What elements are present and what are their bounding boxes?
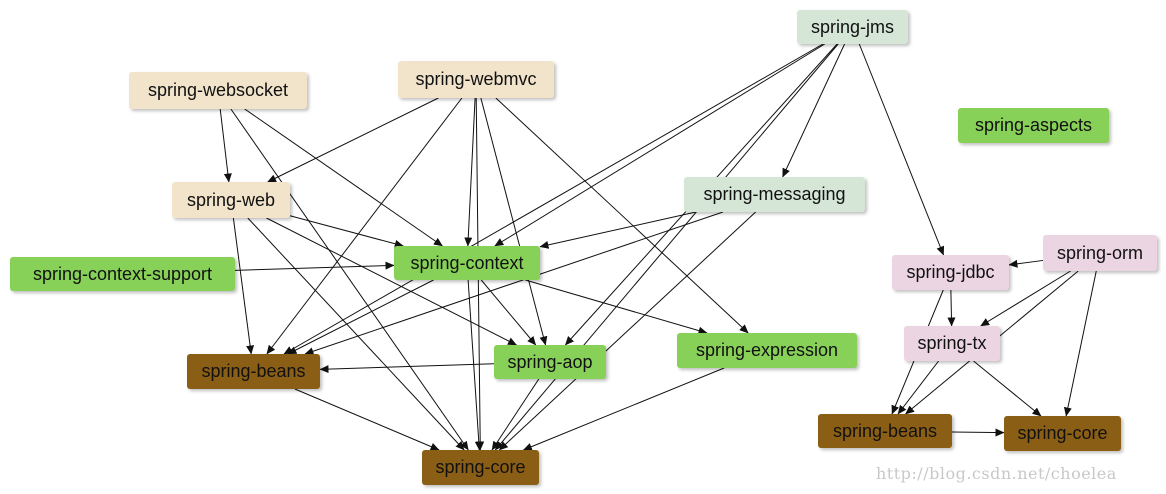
node-spring-websocket: spring-websocket <box>129 72 307 109</box>
edge-context-to-beans <box>287 279 434 355</box>
node-spring-context: spring-context <box>394 246 540 280</box>
edge-websocket-to-web <box>219 108 232 183</box>
node-spring-jms: spring-jms <box>797 10 908 44</box>
edge-aop-to-core <box>491 378 540 451</box>
edge-webmvc-to-web <box>267 97 439 183</box>
node-spring-core: spring-core <box>422 450 539 485</box>
edge-context-support-to-context <box>234 261 395 271</box>
edge-expression-to-core <box>522 367 725 451</box>
edge-messaging-to-beans <box>304 211 724 356</box>
node-spring-webmvc: spring-webmvc <box>398 61 554 98</box>
node-spring-tx: spring-tx <box>904 326 1000 361</box>
edge-jms-to-context <box>494 43 825 247</box>
node-spring-orm: spring-orm <box>1043 235 1157 271</box>
edge-beans-to-core <box>294 388 440 451</box>
node-spring-messaging: spring-messaging <box>684 177 865 212</box>
edge-web-to-beans <box>232 217 255 355</box>
node-spring-core-orm-group: spring-core <box>1004 416 1121 451</box>
node-spring-beans-orm-group: spring-beans <box>818 414 952 448</box>
edge-orm-to-tx <box>980 270 1071 327</box>
edge-messaging-to-core <box>498 211 756 451</box>
edge-orm-to-jdbc <box>1008 259 1044 268</box>
watermark-text: http://blog.csdn.net/choelea <box>876 464 1117 483</box>
edge-websocket-to-core <box>230 108 469 451</box>
node-spring-jdbc: spring-jdbc <box>892 255 1009 290</box>
edge-context-to-core <box>467 279 483 451</box>
edge-jms-to-beans <box>283 43 824 355</box>
edge-beans2-to-core2 <box>951 428 1005 437</box>
edge-webmvc-to-beans <box>266 97 463 355</box>
edge-webmvc-to-aop <box>480 97 548 346</box>
edge-tx-to-core2 <box>973 360 1042 417</box>
edge-jms-to-core <box>494 43 839 451</box>
edge-messaging-to-context <box>539 211 697 249</box>
edge-orm-to-core2 <box>1063 270 1097 417</box>
edge-aop-to-beans <box>319 363 495 374</box>
dependency-edges <box>219 43 1097 451</box>
edge-jms-to-messaging <box>782 43 846 178</box>
edge-jdbc-to-tx <box>947 289 956 327</box>
edge-websocket-to-context <box>244 108 443 247</box>
edge-web-to-aop <box>266 217 517 346</box>
edge-webmvc-to-expression <box>495 97 749 334</box>
node-spring-aspects: spring-aspects <box>958 108 1109 143</box>
node-spring-beans: spring-beans <box>187 354 320 389</box>
edge-web-to-context <box>289 215 404 248</box>
edge-tx-to-beans2 <box>897 360 939 415</box>
edge-context-to-aop <box>480 279 537 346</box>
node-spring-aop: spring-aop <box>494 345 606 379</box>
node-spring-web: spring-web <box>172 182 290 218</box>
node-spring-expression: spring-expression <box>677 333 857 368</box>
edge-web-to-core <box>247 217 465 451</box>
edge-jms-to-jdbc <box>858 43 945 256</box>
node-spring-context-support: spring-context-support <box>10 257 235 291</box>
edge-webmvc-to-context <box>464 97 476 247</box>
